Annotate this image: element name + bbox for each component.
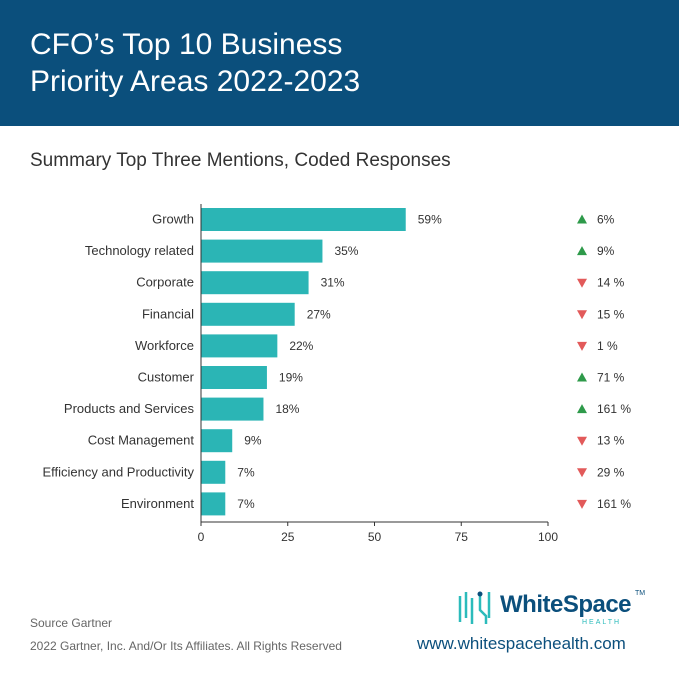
bar-chart: Growth 59% 6% Technology related 35% 9% Corpor…	[43, 204, 631, 544]
change-label: 6%	[597, 213, 615, 227]
bar	[201, 271, 309, 295]
change-down-arrow-icon	[577, 468, 587, 478]
bar	[201, 492, 226, 516]
category-label: Cost Management	[88, 433, 195, 448]
category-label: Technology related	[85, 243, 194, 258]
value-label: 59%	[418, 213, 442, 227]
logo-sub: HEALTH	[582, 619, 622, 626]
change-up-arrow-icon	[577, 246, 587, 256]
change-down-arrow-icon	[577, 436, 587, 446]
category-label: Efficiency and Productivity	[43, 464, 195, 479]
change-label: 13 %	[597, 434, 625, 448]
change-label: 161 %	[597, 497, 631, 511]
change-down-arrow-icon	[577, 310, 587, 320]
change-label: 9%	[597, 244, 615, 258]
website-link[interactable]: www.whitespacehealth.com	[417, 634, 626, 653]
change-label: 71 %	[597, 371, 625, 385]
value-label: 31%	[321, 276, 345, 290]
category-label: Financial	[142, 306, 194, 321]
change-label: 14 %	[597, 276, 625, 290]
category-label: Products and Services	[64, 401, 195, 416]
change-label: 29 %	[597, 465, 625, 479]
change-up-arrow-icon	[577, 404, 587, 414]
category-label: Corporate	[136, 275, 194, 290]
change-label: 161 %	[597, 402, 631, 416]
value-label: 27%	[307, 307, 331, 321]
change-up-arrow-icon	[577, 372, 587, 382]
bar	[201, 334, 278, 358]
value-label: 18%	[275, 402, 299, 416]
bar	[201, 397, 264, 421]
category-label: Environment	[121, 496, 194, 511]
bar	[201, 429, 233, 453]
value-label: 19%	[279, 371, 303, 385]
x-tick-label: 100	[538, 530, 558, 544]
chart-subtitle: Summary Top Three Mentions, Coded Respon…	[30, 150, 451, 171]
header-banner: CFO’s Top 10 Business Priority Areas 202…	[0, 0, 679, 126]
change-label: 1 %	[597, 339, 618, 353]
copyright-note: 2022 Gartner, Inc. And/Or Its Affiliates…	[30, 639, 342, 653]
logo-mark-icon	[458, 591, 491, 624]
whitespace-logo: WhiteSpace TM HEALTH	[452, 588, 652, 628]
bar	[201, 208, 406, 231]
category-label: Growth	[152, 212, 194, 227]
value-label: 7%	[237, 465, 255, 479]
value-label: 22%	[289, 339, 313, 353]
page-title: CFO’s Top 10 Business Priority Areas 202…	[30, 28, 361, 98]
x-tick-label: 50	[368, 530, 382, 544]
bar	[201, 302, 295, 326]
x-tick-label: 0	[198, 530, 205, 544]
change-label: 15 %	[597, 307, 625, 321]
x-tick-label: 25	[281, 530, 295, 544]
change-up-arrow-icon	[577, 214, 587, 224]
category-label: Workforce	[135, 338, 194, 353]
category-label: Customer	[138, 370, 195, 385]
x-tick-label: 75	[455, 530, 469, 544]
value-label: 9%	[244, 434, 262, 448]
source-note: Source Gartner	[30, 616, 113, 630]
logo-text: WhiteSpace	[500, 591, 632, 618]
value-label: 7%	[237, 497, 255, 511]
value-label: 35%	[334, 244, 358, 258]
logo-tm: TM	[635, 590, 646, 597]
bar	[201, 239, 323, 263]
bar	[201, 366, 267, 389]
change-down-arrow-icon	[577, 278, 587, 288]
change-down-arrow-icon	[577, 341, 587, 351]
bar	[201, 460, 226, 484]
change-down-arrow-icon	[577, 499, 587, 509]
